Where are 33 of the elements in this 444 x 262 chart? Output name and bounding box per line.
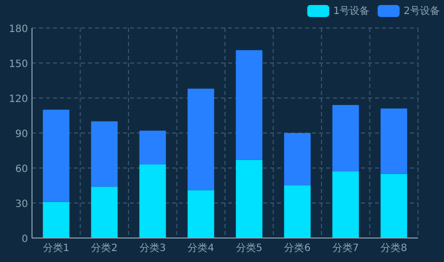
y-tick-label: 0 bbox=[22, 234, 28, 245]
bar bbox=[188, 190, 214, 238]
y-tick-label: 150 bbox=[8, 59, 28, 70]
bar bbox=[236, 50, 262, 160]
x-tick-label: 分类8 bbox=[380, 242, 408, 254]
y-tick-label: 90 bbox=[15, 129, 28, 140]
bar bbox=[380, 174, 408, 238]
bar bbox=[139, 164, 166, 238]
bar bbox=[332, 172, 359, 238]
x-tick-label: 分类1 bbox=[42, 242, 70, 254]
x-tick-label: 分类4 bbox=[188, 242, 214, 254]
bar bbox=[332, 105, 359, 172]
bar bbox=[188, 88, 214, 190]
bar bbox=[380, 108, 408, 174]
legend-label: 2号设备 bbox=[404, 5, 440, 17]
bar bbox=[284, 186, 311, 238]
bar bbox=[91, 186, 118, 238]
bar bbox=[139, 130, 166, 164]
x-tick-label: 分类7 bbox=[332, 242, 359, 254]
x-tick-label: 分类2 bbox=[91, 242, 118, 254]
bar bbox=[42, 110, 70, 202]
x-tick-label: 分类5 bbox=[236, 242, 262, 254]
y-tick-label: 120 bbox=[8, 94, 28, 105]
y-tick-label: 30 bbox=[15, 199, 28, 210]
x-tick-label: 分类6 bbox=[284, 242, 311, 254]
bar bbox=[236, 160, 262, 238]
bar bbox=[91, 121, 118, 187]
bar bbox=[42, 202, 70, 238]
bar bbox=[284, 133, 311, 186]
y-tick-label: 180 bbox=[8, 24, 28, 35]
y-tick-label: 60 bbox=[15, 164, 28, 175]
x-tick-label: 分类3 bbox=[139, 242, 166, 254]
legend-label: 1号设备 bbox=[333, 5, 370, 17]
